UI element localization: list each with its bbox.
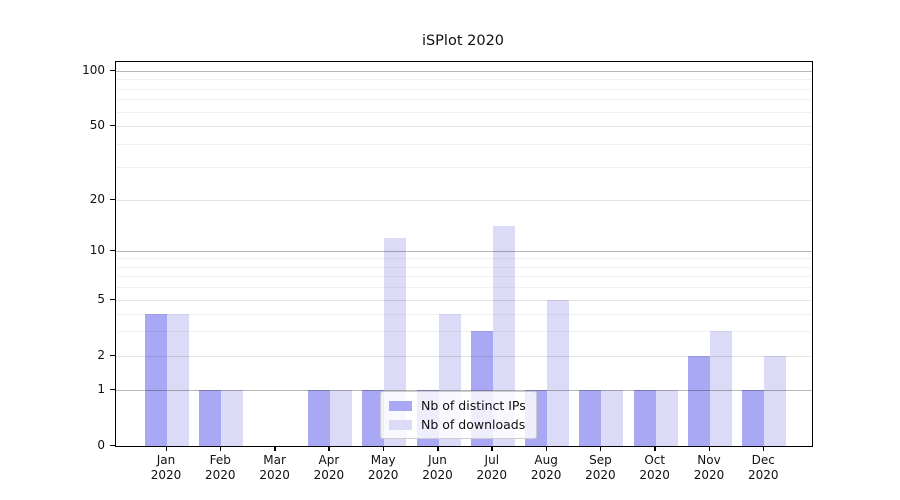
gridline-10 bbox=[116, 251, 812, 252]
bar-distinct-ips-jan bbox=[145, 313, 167, 446]
chart-title: iSPlot 2020 bbox=[421, 33, 505, 49]
x-tick-mark-jun bbox=[437, 446, 439, 451]
x-tick-mark-dec bbox=[762, 446, 765, 451]
x-tick-label-feb: Feb 2020 bbox=[190, 453, 250, 483]
bar-downloads-sep bbox=[601, 390, 624, 446]
bar-downloads-dec bbox=[764, 356, 787, 446]
y-tick-mark-2 bbox=[110, 354, 115, 356]
x-tick-label-nov: Nov 2020 bbox=[679, 453, 739, 483]
y-tick-mark-50 bbox=[110, 124, 115, 126]
x-tick-label-jan: Jan 2020 bbox=[136, 453, 196, 483]
x-tick-mark-may bbox=[382, 446, 385, 451]
gridline-5 bbox=[116, 300, 812, 301]
bar-distinct-ips-feb bbox=[199, 390, 222, 446]
x-tick-label-dec: Dec 2020 bbox=[733, 453, 793, 483]
gridline-30 bbox=[116, 167, 812, 169]
x-tick-label-jun: Jun 2020 bbox=[408, 453, 468, 483]
gridline-60 bbox=[116, 111, 812, 113]
x-tick-year-apr: 2020 bbox=[313, 468, 345, 482]
x-tick-year-nov: 2020 bbox=[693, 468, 725, 482]
bar-downloads-apr bbox=[329, 390, 352, 446]
plot-area bbox=[115, 61, 813, 447]
gridline-4 bbox=[116, 313, 812, 315]
y-tick-label-2: 2 bbox=[97, 348, 105, 362]
y-tick-mark-5 bbox=[110, 298, 115, 300]
gridline-20 bbox=[116, 200, 812, 201]
bar-distinct-ips-nov bbox=[688, 356, 710, 446]
bar-distinct-ips-sep bbox=[579, 390, 602, 446]
legend-swatch-icon bbox=[389, 400, 412, 411]
bar-downloads-aug bbox=[547, 300, 570, 446]
y-tick-mark-20 bbox=[110, 198, 115, 200]
bar-distinct-ips-dec bbox=[742, 390, 765, 446]
gridline-70 bbox=[116, 99, 812, 101]
x-tick-mark-jan bbox=[165, 446, 167, 451]
x-tick-label-jul: Jul 2020 bbox=[462, 453, 522, 483]
legend-swatch-icon bbox=[389, 419, 412, 430]
x-tick-year-jun: 2020 bbox=[422, 468, 453, 482]
bar-downloads-feb bbox=[221, 390, 244, 446]
y-tick-label-0: 0 bbox=[97, 438, 105, 452]
y-tick-mark-10 bbox=[110, 249, 115, 251]
y-tick-label-50: 50 bbox=[89, 118, 105, 132]
bar-distinct-ips-may bbox=[362, 390, 385, 446]
legend-label: Nb of distinct IPs bbox=[421, 398, 526, 413]
y-tick-label-20: 20 bbox=[89, 192, 105, 206]
gridline-80 bbox=[116, 88, 812, 90]
bar-downloads-oct bbox=[655, 390, 678, 446]
gridline-3 bbox=[116, 331, 812, 333]
y-tick-mark-0 bbox=[110, 444, 115, 446]
y-tick-label-100: 100 bbox=[82, 63, 105, 77]
x-tick-label-oct: Oct 2020 bbox=[625, 453, 685, 483]
bar-downloads-jan bbox=[167, 313, 189, 446]
legend: Nb of distinct IPs Nb of downloads bbox=[380, 391, 537, 439]
x-tick-label-apr: Apr 2020 bbox=[299, 453, 359, 483]
x-tick-mark-sep bbox=[599, 446, 602, 451]
x-tick-year-oct: 2020 bbox=[639, 468, 670, 482]
legend-row-downloads: Nb of downloads bbox=[389, 417, 526, 432]
x-tick-label-aug: Aug 2020 bbox=[516, 453, 576, 483]
x-tick-mark-aug bbox=[545, 446, 548, 451]
x-tick-mark-nov bbox=[708, 446, 710, 451]
gridline-1 bbox=[116, 390, 812, 391]
x-tick-year-sep: 2020 bbox=[585, 468, 616, 482]
x-tick-year-jul: 2020 bbox=[476, 468, 508, 482]
gridline-7 bbox=[116, 276, 812, 278]
x-tick-year-jan: 2020 bbox=[150, 468, 182, 482]
gridline-50 bbox=[116, 126, 812, 127]
gridline-2 bbox=[116, 356, 812, 357]
y-tick-mark-100 bbox=[110, 69, 115, 71]
legend-label: Nb of downloads bbox=[421, 417, 526, 432]
y-tick-label-5: 5 bbox=[97, 292, 105, 306]
x-tick-year-feb: 2020 bbox=[205, 468, 236, 482]
x-tick-mark-oct bbox=[654, 446, 656, 451]
x-tick-mark-jul bbox=[491, 446, 493, 451]
gridline-100 bbox=[116, 71, 812, 72]
x-tick-mark-apr bbox=[328, 446, 330, 451]
x-tick-mark-feb bbox=[219, 446, 222, 451]
bar-distinct-ips-apr bbox=[307, 390, 330, 446]
y-tick-label-1: 1 bbox=[97, 382, 105, 396]
bar-downloads-nov bbox=[710, 331, 732, 446]
bar-distinct-ips-oct bbox=[633, 390, 656, 446]
gridline-6 bbox=[116, 287, 812, 289]
gridline-40 bbox=[116, 144, 812, 146]
gridline-8 bbox=[116, 266, 812, 268]
y-tick-mark-1 bbox=[110, 388, 115, 390]
y-tick-label-10: 10 bbox=[89, 243, 105, 257]
gridline-90 bbox=[116, 79, 812, 81]
x-tick-label-sep: Sep 2020 bbox=[570, 453, 630, 483]
x-tick-year-aug: 2020 bbox=[530, 468, 562, 482]
gridline-9 bbox=[116, 258, 812, 260]
x-tick-mark-mar bbox=[274, 446, 276, 451]
x-tick-year-may: 2020 bbox=[367, 468, 399, 482]
legend-row-distinct-ips: Nb of distinct IPs bbox=[389, 398, 526, 413]
x-tick-year-mar: 2020 bbox=[259, 468, 290, 482]
x-tick-label-may: May 2020 bbox=[353, 453, 413, 483]
x-tick-label-mar: Mar 2020 bbox=[245, 453, 305, 483]
x-tick-year-dec: 2020 bbox=[748, 468, 779, 482]
